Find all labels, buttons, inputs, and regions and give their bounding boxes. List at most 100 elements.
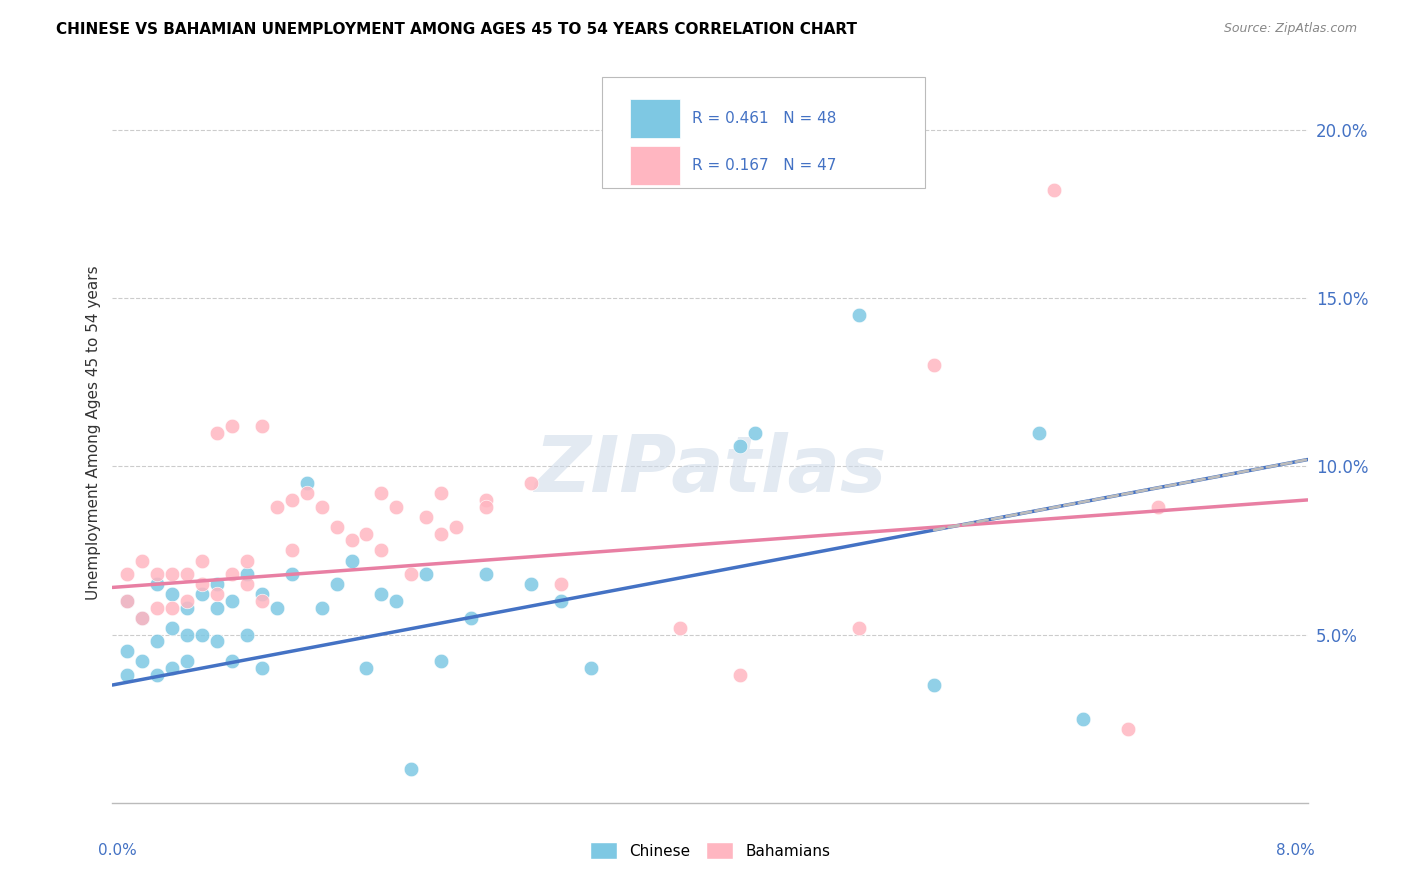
Point <box>146 577 169 591</box>
Point <box>430 655 453 669</box>
Point <box>221 566 243 581</box>
Point <box>475 492 498 507</box>
Point <box>356 526 378 541</box>
Point <box>370 587 392 601</box>
Point <box>191 587 214 601</box>
Point <box>922 678 945 692</box>
Point <box>295 476 318 491</box>
Point <box>205 425 228 440</box>
Point <box>131 553 153 567</box>
Point <box>162 600 183 615</box>
Point <box>250 594 273 608</box>
Point <box>430 526 453 541</box>
Point <box>1073 712 1095 726</box>
Point <box>475 566 498 581</box>
FancyBboxPatch shape <box>630 146 681 185</box>
Point <box>415 509 437 524</box>
Point <box>520 476 543 491</box>
Point <box>162 621 183 635</box>
Point <box>325 577 347 591</box>
Point <box>281 543 304 558</box>
Point <box>236 553 259 567</box>
Point <box>146 566 169 581</box>
Point <box>146 668 169 682</box>
Point <box>460 610 482 624</box>
Point <box>191 553 214 567</box>
Point <box>922 359 945 373</box>
Point <box>1028 425 1050 440</box>
Text: 0.0%: 0.0% <box>98 843 138 858</box>
Point <box>191 627 214 641</box>
Point <box>221 418 243 433</box>
Point <box>191 577 214 591</box>
Point <box>340 533 363 548</box>
Point <box>1042 183 1064 197</box>
Point <box>385 594 408 608</box>
Point <box>131 610 153 624</box>
Point <box>236 577 259 591</box>
Point <box>205 634 228 648</box>
Point <box>176 600 198 615</box>
Text: CHINESE VS BAHAMIAN UNEMPLOYMENT AMONG AGES 45 TO 54 YEARS CORRELATION CHART: CHINESE VS BAHAMIAN UNEMPLOYMENT AMONG A… <box>56 22 858 37</box>
Point <box>311 500 333 514</box>
Point <box>430 486 453 500</box>
Point <box>444 520 467 534</box>
Point <box>117 594 139 608</box>
Point <box>176 655 198 669</box>
Point <box>520 577 543 591</box>
Point <box>221 594 243 608</box>
Point <box>848 308 870 322</box>
Point <box>579 661 602 675</box>
Point <box>162 566 183 581</box>
Y-axis label: Unemployment Among Ages 45 to 54 years: Unemployment Among Ages 45 to 54 years <box>86 265 101 600</box>
Point <box>550 594 572 608</box>
Point <box>281 566 304 581</box>
Point <box>370 543 392 558</box>
Point <box>146 634 169 648</box>
Point <box>311 600 333 615</box>
Point <box>1118 722 1140 736</box>
Point <box>162 587 183 601</box>
Point <box>728 439 751 453</box>
Point <box>205 577 228 591</box>
Text: 8.0%: 8.0% <box>1275 843 1315 858</box>
Point <box>236 627 259 641</box>
Point <box>250 661 273 675</box>
FancyBboxPatch shape <box>603 78 925 188</box>
FancyBboxPatch shape <box>630 99 681 138</box>
Point <box>250 587 273 601</box>
Point <box>295 486 318 500</box>
Point <box>162 661 183 675</box>
Point <box>205 600 228 615</box>
Point <box>205 587 228 601</box>
Point <box>117 594 139 608</box>
Point <box>415 566 437 581</box>
Point <box>117 644 139 658</box>
Point <box>250 418 273 433</box>
Point <box>848 621 870 635</box>
Point <box>744 425 766 440</box>
Point <box>266 600 288 615</box>
Point <box>131 655 153 669</box>
Point <box>401 762 423 776</box>
Point <box>131 610 153 624</box>
Point <box>325 520 347 534</box>
Point <box>669 621 692 635</box>
Text: R = 0.461   N = 48: R = 0.461 N = 48 <box>692 112 837 126</box>
Point <box>236 566 259 581</box>
Point <box>356 661 378 675</box>
Point <box>475 500 498 514</box>
Point <box>176 627 198 641</box>
Text: R = 0.167   N = 47: R = 0.167 N = 47 <box>692 158 837 173</box>
Text: ZIPatlas: ZIPatlas <box>534 432 886 508</box>
Point <box>146 600 169 615</box>
Point <box>117 566 139 581</box>
Point <box>728 668 751 682</box>
Point <box>266 500 288 514</box>
Point <box>281 492 304 507</box>
Text: Source: ZipAtlas.com: Source: ZipAtlas.com <box>1223 22 1357 36</box>
Legend: Chinese, Bahamians: Chinese, Bahamians <box>583 836 837 865</box>
Point <box>117 668 139 682</box>
Point <box>176 566 198 581</box>
Point <box>221 655 243 669</box>
